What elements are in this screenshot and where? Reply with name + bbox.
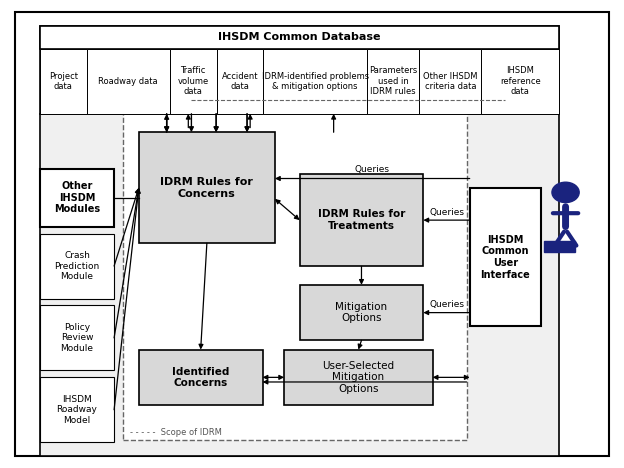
Bar	[367, 49, 419, 114]
Bar	[40, 114, 559, 456]
Text: Parameters
used in
IDRM rules: Parameters used in IDRM rules	[369, 66, 417, 96]
Text: IHSDM
Roadway
Model: IHSDM Roadway Model	[57, 395, 97, 424]
Bar	[470, 188, 541, 327]
Bar	[139, 350, 263, 405]
Text: Identified
Concerns: Identified Concerns	[172, 366, 230, 388]
FancyArrowPatch shape	[555, 232, 564, 246]
Text: IHSDM Common Database: IHSDM Common Database	[218, 32, 381, 43]
Text: User-Selected
Mitigation
Options: User-Selected Mitigation Options	[323, 361, 394, 394]
Text: - - - - -  Scope of IDRM: - - - - - Scope of IDRM	[130, 428, 222, 437]
Bar	[544, 241, 575, 253]
Circle shape	[552, 182, 579, 203]
Text: Crash
Prediction
Module: Crash Prediction Module	[54, 251, 100, 281]
Bar	[263, 49, 367, 114]
Bar	[40, 49, 87, 114]
FancyArrowPatch shape	[567, 232, 577, 246]
Bar	[40, 306, 114, 370]
Text: Policy
Review
Module: Policy Review Module	[61, 323, 94, 353]
Text: Accident
data: Accident data	[222, 72, 258, 91]
Bar	[419, 49, 482, 114]
Bar	[40, 26, 559, 114]
Bar	[300, 285, 423, 340]
Text: IDRM Rules for
Concerns: IDRM Rules for Concerns	[160, 177, 253, 198]
Bar	[139, 132, 275, 243]
Bar	[170, 49, 217, 114]
Text: Mitigation
Options: Mitigation Options	[336, 302, 388, 323]
Text: IHSDM
reference
data: IHSDM reference data	[500, 66, 541, 96]
Bar	[217, 49, 263, 114]
Text: Traffic
volume
data: Traffic volume data	[177, 66, 209, 96]
Bar	[40, 168, 114, 227]
Text: Other IHSDM
criteria data: Other IHSDM criteria data	[423, 72, 477, 91]
Bar	[40, 377, 114, 442]
Bar	[40, 26, 559, 49]
Text: Other
IHSDM
Modules: Other IHSDM Modules	[54, 181, 100, 214]
Bar	[40, 234, 114, 299]
Text: Queries: Queries	[429, 208, 464, 217]
Text: Queries: Queries	[355, 165, 390, 174]
Text: IDRM-identified problems
& mitigation options: IDRM-identified problems & mitigation op…	[261, 72, 369, 91]
Bar	[284, 350, 432, 405]
Bar	[300, 174, 423, 266]
Text: Project
data: Project data	[49, 72, 78, 91]
Text: IHSDM
Common
User
Interface: IHSDM Common User Interface	[480, 235, 530, 279]
Text: Queries: Queries	[429, 300, 464, 309]
Bar	[482, 49, 559, 114]
Text: Roadway data: Roadway data	[99, 77, 158, 86]
Bar	[87, 49, 170, 114]
Bar	[124, 100, 467, 440]
Text: IDRM Rules for
Treatments: IDRM Rules for Treatments	[318, 209, 405, 231]
